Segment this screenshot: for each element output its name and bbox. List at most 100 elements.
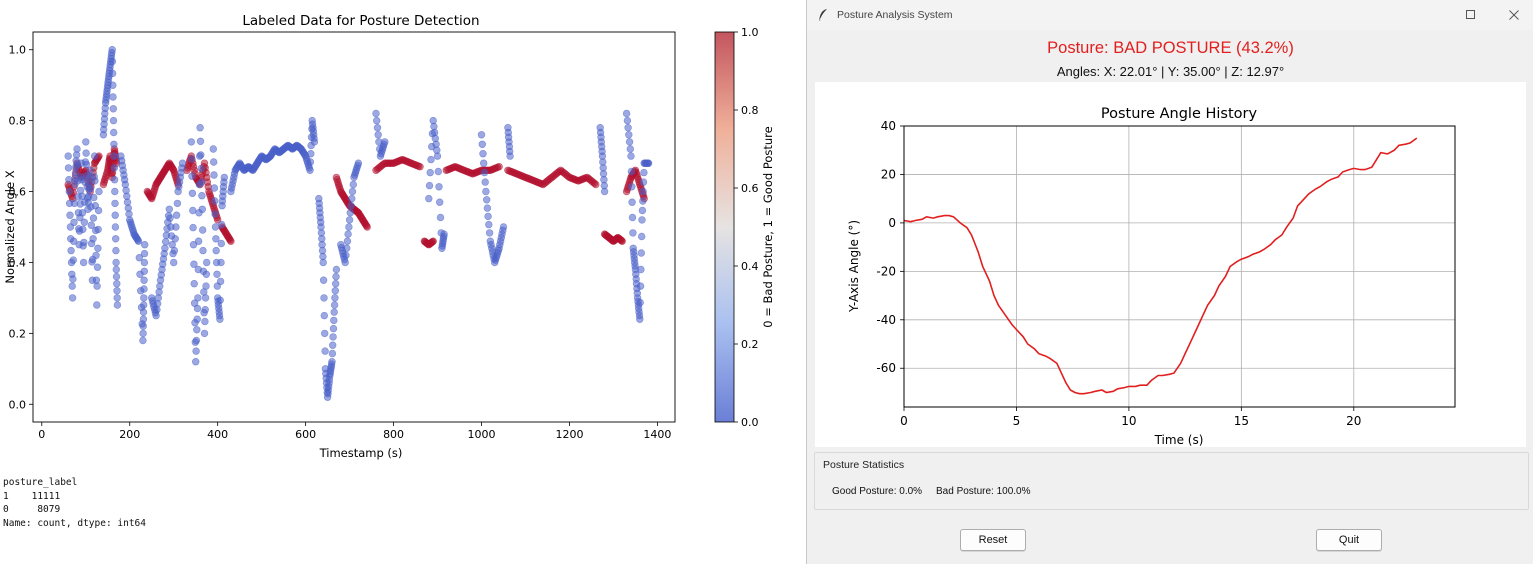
bad-posture-point [319, 258, 327, 267]
bad-posture-point [345, 216, 354, 224]
bad-posture-point [109, 93, 117, 101]
bad-posture-point [211, 223, 220, 231]
bad-posture-point [627, 152, 635, 160]
bad-posture-point [65, 187, 74, 196]
bad-posture-point [639, 187, 647, 196]
bad-posture-point [139, 308, 148, 316]
bad-posture-point [89, 235, 97, 243]
x-tick-label: 20 [1346, 414, 1361, 428]
x-tick-label: 200 [119, 428, 140, 441]
bad-posture-point [188, 189, 197, 198]
bad-posture-point [172, 223, 180, 231]
bad-posture-point [310, 138, 319, 146]
bad-posture-point [86, 166, 94, 175]
y-tick-label: 0.0 [9, 398, 27, 411]
y-tick-label: 0.2 [9, 327, 27, 340]
quit-button[interactable]: Quit [1316, 529, 1382, 551]
bad-posture-point [626, 145, 634, 153]
bad-posture-point [435, 183, 443, 191]
bad-posture-point [95, 187, 103, 196]
posture-statistics-panel: Posture Statistics Good Posture: 0.0% Ba… [814, 452, 1529, 510]
bad-posture-point [320, 294, 328, 302]
bad-posture-point [485, 220, 493, 229]
bad-posture-point [637, 232, 646, 241]
bad-posture-point [433, 152, 442, 160]
bad-posture-point [110, 140, 118, 149]
bad-posture-point [216, 277, 225, 286]
bad-posture-point [66, 211, 74, 219]
console-line: posture_label [3, 477, 78, 488]
bad-posture-point [345, 223, 353, 231]
bad-posture-point [197, 164, 205, 173]
bad-posture-point [139, 329, 147, 338]
bad-posture-point [73, 145, 81, 153]
window-titlebar[interactable]: Posture Analysis System [807, 0, 1533, 30]
bad-posture-point [477, 131, 486, 139]
bad-posture-point [216, 315, 224, 323]
bad-posture-point [600, 187, 609, 196]
bad-posture-point [484, 212, 492, 221]
bad-posture-point [210, 158, 218, 166]
bad-posture-point [69, 237, 78, 245]
bad-posture-point [373, 116, 381, 125]
bad-posture-point [93, 263, 102, 271]
bad-posture-stat: Bad Posture: 100.0% [936, 486, 1031, 497]
good-posture-point [429, 237, 437, 245]
bad-posture-point [200, 329, 209, 338]
angle-history-axes-frame [903, 125, 1456, 408]
bad-posture-point [173, 199, 182, 208]
bad-posture-point [210, 184, 219, 192]
console-line: 1 11111 [3, 490, 61, 502]
angle-history-x-label: Time (s) [1154, 433, 1204, 447]
bad-posture-point [628, 213, 637, 222]
bad-posture-point [135, 254, 144, 262]
maximize-button[interactable] [1452, 0, 1490, 30]
bad-posture-point [482, 187, 490, 196]
scatter-points [64, 45, 653, 401]
reset-button[interactable]: Reset [960, 529, 1026, 551]
bad-posture-point [170, 258, 178, 267]
bad-posture-point [636, 315, 644, 323]
bad-posture-point [193, 315, 201, 323]
angle-history-line [903, 137, 1418, 395]
bad-posture-point [192, 358, 200, 366]
colorbar-label: 0 = Bad Posture, 1 = Good Posture [761, 126, 775, 327]
console-line: 0 8079 [3, 504, 61, 516]
bad-posture-point [331, 287, 339, 295]
bad-posture-point [172, 211, 181, 219]
bad-posture-point [111, 235, 120, 243]
bad-posture-point [347, 202, 355, 210]
bad-posture-point [436, 213, 445, 222]
close-button[interactable] [1495, 0, 1533, 30]
bad-posture-point [506, 152, 514, 160]
bad-posture-point [91, 177, 99, 185]
scatter-chart: 0 200 400 600 800 1000 1200 1400 0.00.20.40.60.… [3, 13, 775, 460]
bad-posture-point [110, 152, 118, 160]
bad-posture-point [139, 315, 148, 323]
colorbar [714, 31, 735, 423]
bad-posture-point [140, 294, 148, 302]
bad-posture-point [330, 308, 338, 316]
bad-posture-point [139, 322, 147, 330]
bad-posture-point [481, 178, 489, 186]
bad-posture-point [332, 280, 340, 288]
bad-posture-point [622, 109, 631, 118]
posture-status: Posture: BAD POSTURE (43.2%) [1047, 39, 1294, 57]
bad-posture-point [210, 171, 218, 179]
bad-posture-point [218, 220, 226, 229]
bad-posture-point [94, 206, 103, 215]
bad-posture-point [108, 45, 116, 54]
angle-history-plot: 0 5 10 15 20 40 20 0 -20 -40 -60 Posture Angle His… [815, 82, 1526, 447]
bad-posture-point [480, 159, 488, 167]
bad-posture-point [69, 275, 77, 283]
bad-posture-point [140, 258, 149, 267]
bad-posture-point [427, 155, 435, 164]
bad-posture-point [329, 341, 337, 349]
bad-posture-point [194, 294, 202, 302]
bad-posture-point [166, 214, 174, 222]
bad-posture-point [189, 206, 197, 215]
x-tick-label: 1200 [555, 428, 583, 441]
bad-posture-point [90, 152, 99, 160]
bad-posture-point [187, 138, 196, 146]
bad-posture-point [479, 150, 487, 158]
